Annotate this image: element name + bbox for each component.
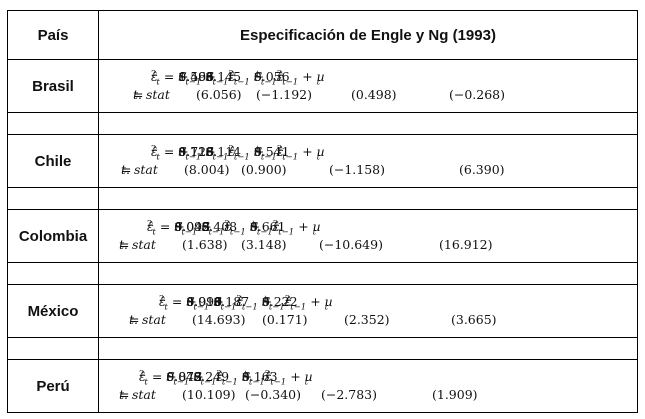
equation-line: ε̂ 2t = 1.595 − 0.466 S −t−1 + 0.145 S −t−1 ε… xyxy=(151,68,325,88)
equation: ε̂ 2t = 0.873 − 0.042 S −t−1 − 0.249 S −t−1 ε̂… xyxy=(99,368,637,404)
equation: ε̂ 2t = 0.990 + 0.016 S −t−1 + 0.187 S −t−1 ε̂… xyxy=(99,293,637,329)
tstat-line: t. stat = (6.056) (−1.192) (0.498) (−0.2… xyxy=(133,87,506,102)
table-row: Perú ε̂ 2t = 0.873 − 0.042 S −t−1 − 0.249 S −… xyxy=(7,359,638,413)
equation-cell: ε̂ 2t = 0.726 + 0.118 S −t−1 − 0.114 S −t−1… xyxy=(98,134,638,188)
tstat-line: t. stat = (10.109) (−0.340) (−2.783) (1.… xyxy=(119,387,478,402)
tstat-0: (8.004) xyxy=(184,162,230,177)
tstat-line: t. stat = (14.693) (0.171) (2.352) (3.66… xyxy=(129,312,497,327)
table-row: México ε̂ 2t = 0.990 + 0.016 S −t−1 + 0.187… xyxy=(7,284,638,338)
equation-line: ε̂ 2t = 0.990 + 0.016 S −t−1 + 0.187 S −t−1 ε̂… xyxy=(159,293,333,313)
table-row: Chile ε̂ 2t = 0.726 + 0.118 S −t−1 − 0.114… xyxy=(7,134,638,188)
table-row: Colombia ε̂ 2t = 0.042 + 0.095 S −t−1 − 0.… xyxy=(7,209,638,263)
tstat-1: (−0.340) xyxy=(245,387,302,402)
tstat-line: t. stat = (1.638) (3.148) (−10.649) (16.… xyxy=(119,237,493,252)
equation-cell: ε̂ 2t = 0.042 + 0.095 S −t−1 − 0.408 S −t−1… xyxy=(98,209,638,263)
header-country: País xyxy=(7,10,99,60)
intercept: 0.042 xyxy=(174,219,211,234)
equation-cell: ε̂ 2t = 1.595 − 0.466 S −t−1 + 0.145 S −t−1 ε… xyxy=(98,59,638,113)
operator-2: + xyxy=(213,294,224,309)
country-name: México xyxy=(7,284,99,338)
coef-3: 0.661 xyxy=(249,219,286,234)
coef-1: 0.118 xyxy=(178,144,215,159)
tstat-3: (1.909) xyxy=(432,387,478,402)
intercept: 1.595 xyxy=(178,69,215,84)
spacer-row xyxy=(7,112,638,135)
operator-3: + xyxy=(253,144,265,159)
tstat-1: (0.171) xyxy=(262,312,308,327)
tstat-2: (2.352) xyxy=(344,312,390,327)
operator-3: + xyxy=(249,219,261,234)
tstat-0: (10.109) xyxy=(182,387,236,402)
operator-3: + xyxy=(241,369,253,384)
tstat-2: (−10.649) xyxy=(319,237,383,252)
operator-1: − xyxy=(178,69,189,84)
operator-2: − xyxy=(205,144,216,159)
coef-3: 0.541 xyxy=(253,144,290,159)
equation: ε̂ 2t = 0.726 + 0.118 S −t−1 − 0.114 S −t−1… xyxy=(99,143,637,179)
tstat-1: (0.900) xyxy=(241,162,287,177)
tstat-3: (3.665) xyxy=(451,312,497,327)
operator-1: + xyxy=(178,144,189,159)
tstat-1: (−1.192) xyxy=(256,87,313,102)
specification-table: País Especificación de Engle y Ng (1993)… xyxy=(7,10,638,413)
equation: ε̂ 2t = 1.595 − 0.466 S −t−1 + 0.145 S −t−1 ε… xyxy=(99,68,637,104)
tstat-1: (3.148) xyxy=(241,237,287,252)
operator-3: + xyxy=(261,294,273,309)
coef-1: 0.095 xyxy=(174,219,211,234)
operator-1: + xyxy=(186,294,197,309)
intercept: 0.990 xyxy=(186,294,223,309)
equation-line: ε̂ 2t = 0.042 + 0.095 S −t−1 − 0.408 S −t−1… xyxy=(147,218,321,238)
coef-1: 0.016 xyxy=(186,294,223,309)
tstat-3: (6.390) xyxy=(459,162,505,177)
tstat-3: (16.912) xyxy=(439,237,493,252)
tstat-2: (−2.783) xyxy=(321,387,378,402)
intercept: 0.873 xyxy=(166,369,203,384)
operator-2: + xyxy=(205,69,216,84)
equation-cell: ε̂ 2t = 0.873 − 0.042 S −t−1 − 0.249 S −t−1 ε̂… xyxy=(98,359,638,413)
tstat-3: (−0.268) xyxy=(449,87,506,102)
coef-2: 0.187 xyxy=(213,294,250,309)
coef-1: 0.042 xyxy=(166,369,203,384)
equation-cell: ε̂ 2t = 0.990 + 0.016 S −t−1 + 0.187 S −t−1 ε̂… xyxy=(98,284,638,338)
operator-1: + xyxy=(174,219,185,234)
country-name: Chile xyxy=(7,134,99,188)
equation-line: ε̂ 2t = 0.726 + 0.118 S −t−1 − 0.114 S −t−1… xyxy=(151,143,325,163)
coef-2: 0.249 xyxy=(193,369,230,384)
tstat-0: (6.056) xyxy=(196,87,242,102)
coef-2: 0.114 xyxy=(205,144,242,159)
tstat-0: (1.638) xyxy=(182,237,228,252)
coef-3: 0.163 xyxy=(241,369,278,384)
coef-3: 0.222 xyxy=(261,294,298,309)
operator-3: − xyxy=(253,69,265,84)
operator-2: − xyxy=(193,369,204,384)
coef-2: 0.145 xyxy=(205,69,242,84)
spacer-row xyxy=(7,337,638,360)
coef-3: 0.056 xyxy=(253,69,290,84)
tstat-line: t. stat = (8.004) (0.900) (−1.158) (6.39… xyxy=(121,162,505,177)
country-name: Brasil xyxy=(7,59,99,113)
tstat-0: (14.693) xyxy=(192,312,246,327)
header-specification: Especificación de Engle y Ng (1993) xyxy=(98,10,638,60)
operator-1: − xyxy=(166,369,177,384)
intercept: 0.726 xyxy=(178,144,215,159)
country-name: Colombia xyxy=(7,209,99,263)
operator-2: − xyxy=(201,219,212,234)
equation-line: ε̂ 2t = 0.873 − 0.042 S −t−1 − 0.249 S −t−1 ε̂… xyxy=(139,368,313,388)
table-row: Brasil ε̂ 2t = 1.595 − 0.466 S −t−1 + 0.145… xyxy=(7,59,638,113)
coef-1: 0.466 xyxy=(178,69,215,84)
spacer-row xyxy=(7,187,638,210)
tstat-2: (−1.158) xyxy=(329,162,386,177)
tstat-2: (0.498) xyxy=(351,87,397,102)
coef-2: 0.408 xyxy=(201,219,238,234)
equation: ε̂ 2t = 0.042 + 0.095 S −t−1 − 0.408 S −t−1… xyxy=(99,218,637,254)
header-row: País Especificación de Engle y Ng (1993) xyxy=(7,10,638,60)
country-name: Perú xyxy=(7,359,99,413)
spacer-row xyxy=(7,262,638,285)
